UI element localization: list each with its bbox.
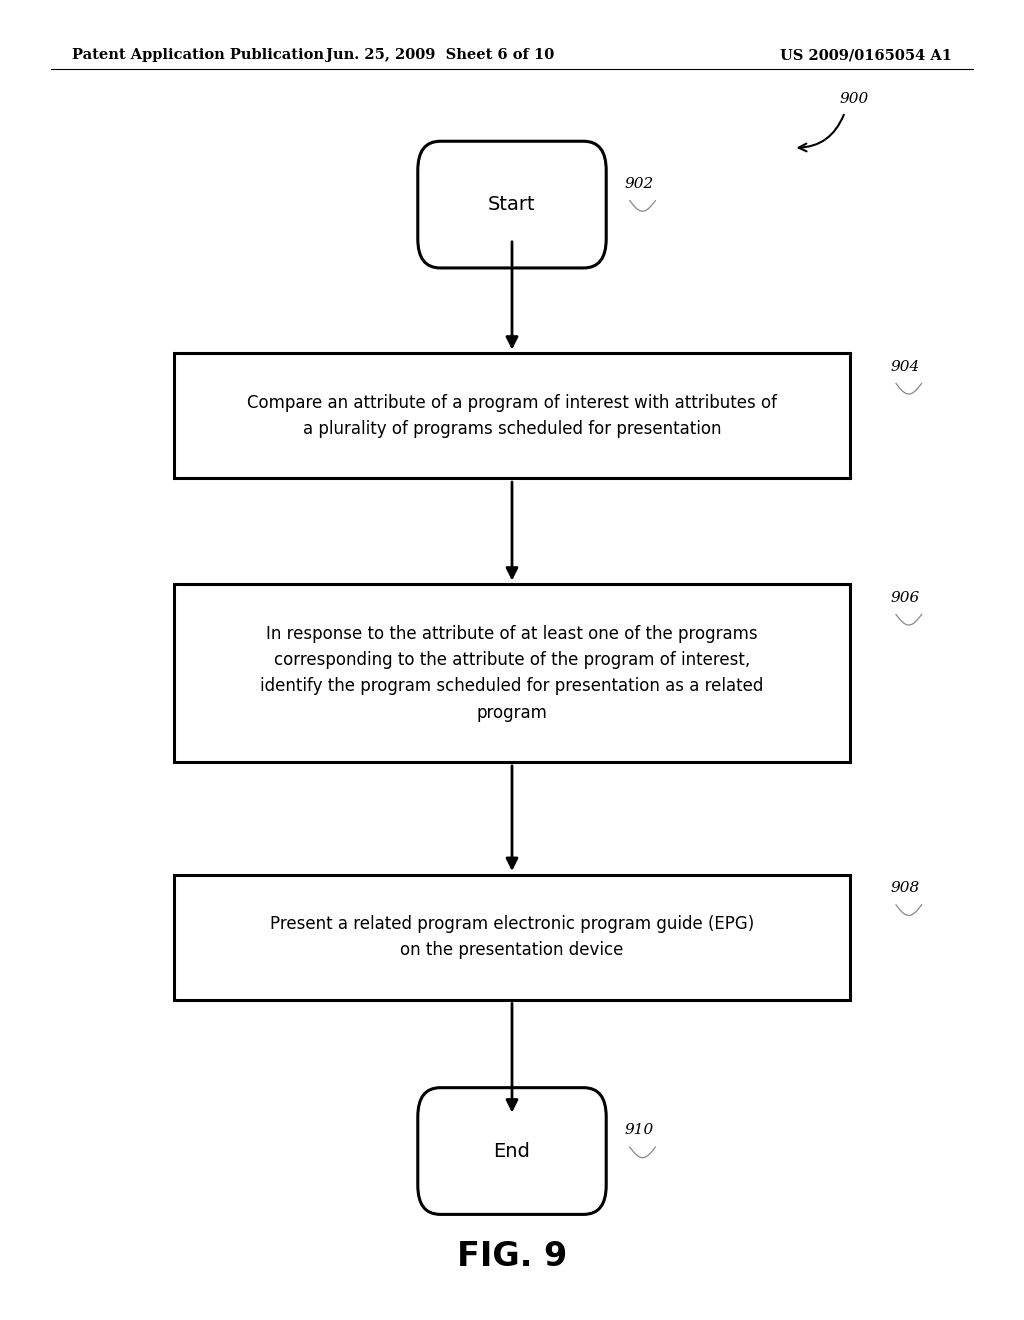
Text: 906: 906 (891, 591, 921, 605)
Bar (174, 583, 850, 763)
Text: 902: 902 (625, 177, 654, 191)
Text: Patent Application Publication: Patent Application Publication (72, 49, 324, 62)
Bar (174, 352, 850, 478)
Text: Compare an attribute of a program of interest with attributes of
a plurality of : Compare an attribute of a program of int… (247, 393, 777, 438)
FancyBboxPatch shape (418, 1088, 606, 1214)
Text: Start: Start (488, 195, 536, 214)
Text: Present a related program electronic program guide (EPG)
on the presentation dev: Present a related program electronic pro… (270, 915, 754, 960)
Text: US 2009/0165054 A1: US 2009/0165054 A1 (780, 49, 952, 62)
Text: 908: 908 (891, 882, 921, 895)
Text: 904: 904 (891, 359, 921, 374)
Text: FIG. 9: FIG. 9 (457, 1241, 567, 1272)
Text: End: End (494, 1142, 530, 1160)
FancyBboxPatch shape (418, 141, 606, 268)
Text: Jun. 25, 2009  Sheet 6 of 10: Jun. 25, 2009 Sheet 6 of 10 (327, 49, 554, 62)
FancyArrowPatch shape (799, 115, 844, 152)
Text: In response to the attribute of at least one of the programs
corresponding to th: In response to the attribute of at least… (260, 624, 764, 722)
Text: 910: 910 (625, 1123, 654, 1138)
Bar (174, 874, 850, 1001)
Text: 900: 900 (840, 92, 869, 106)
